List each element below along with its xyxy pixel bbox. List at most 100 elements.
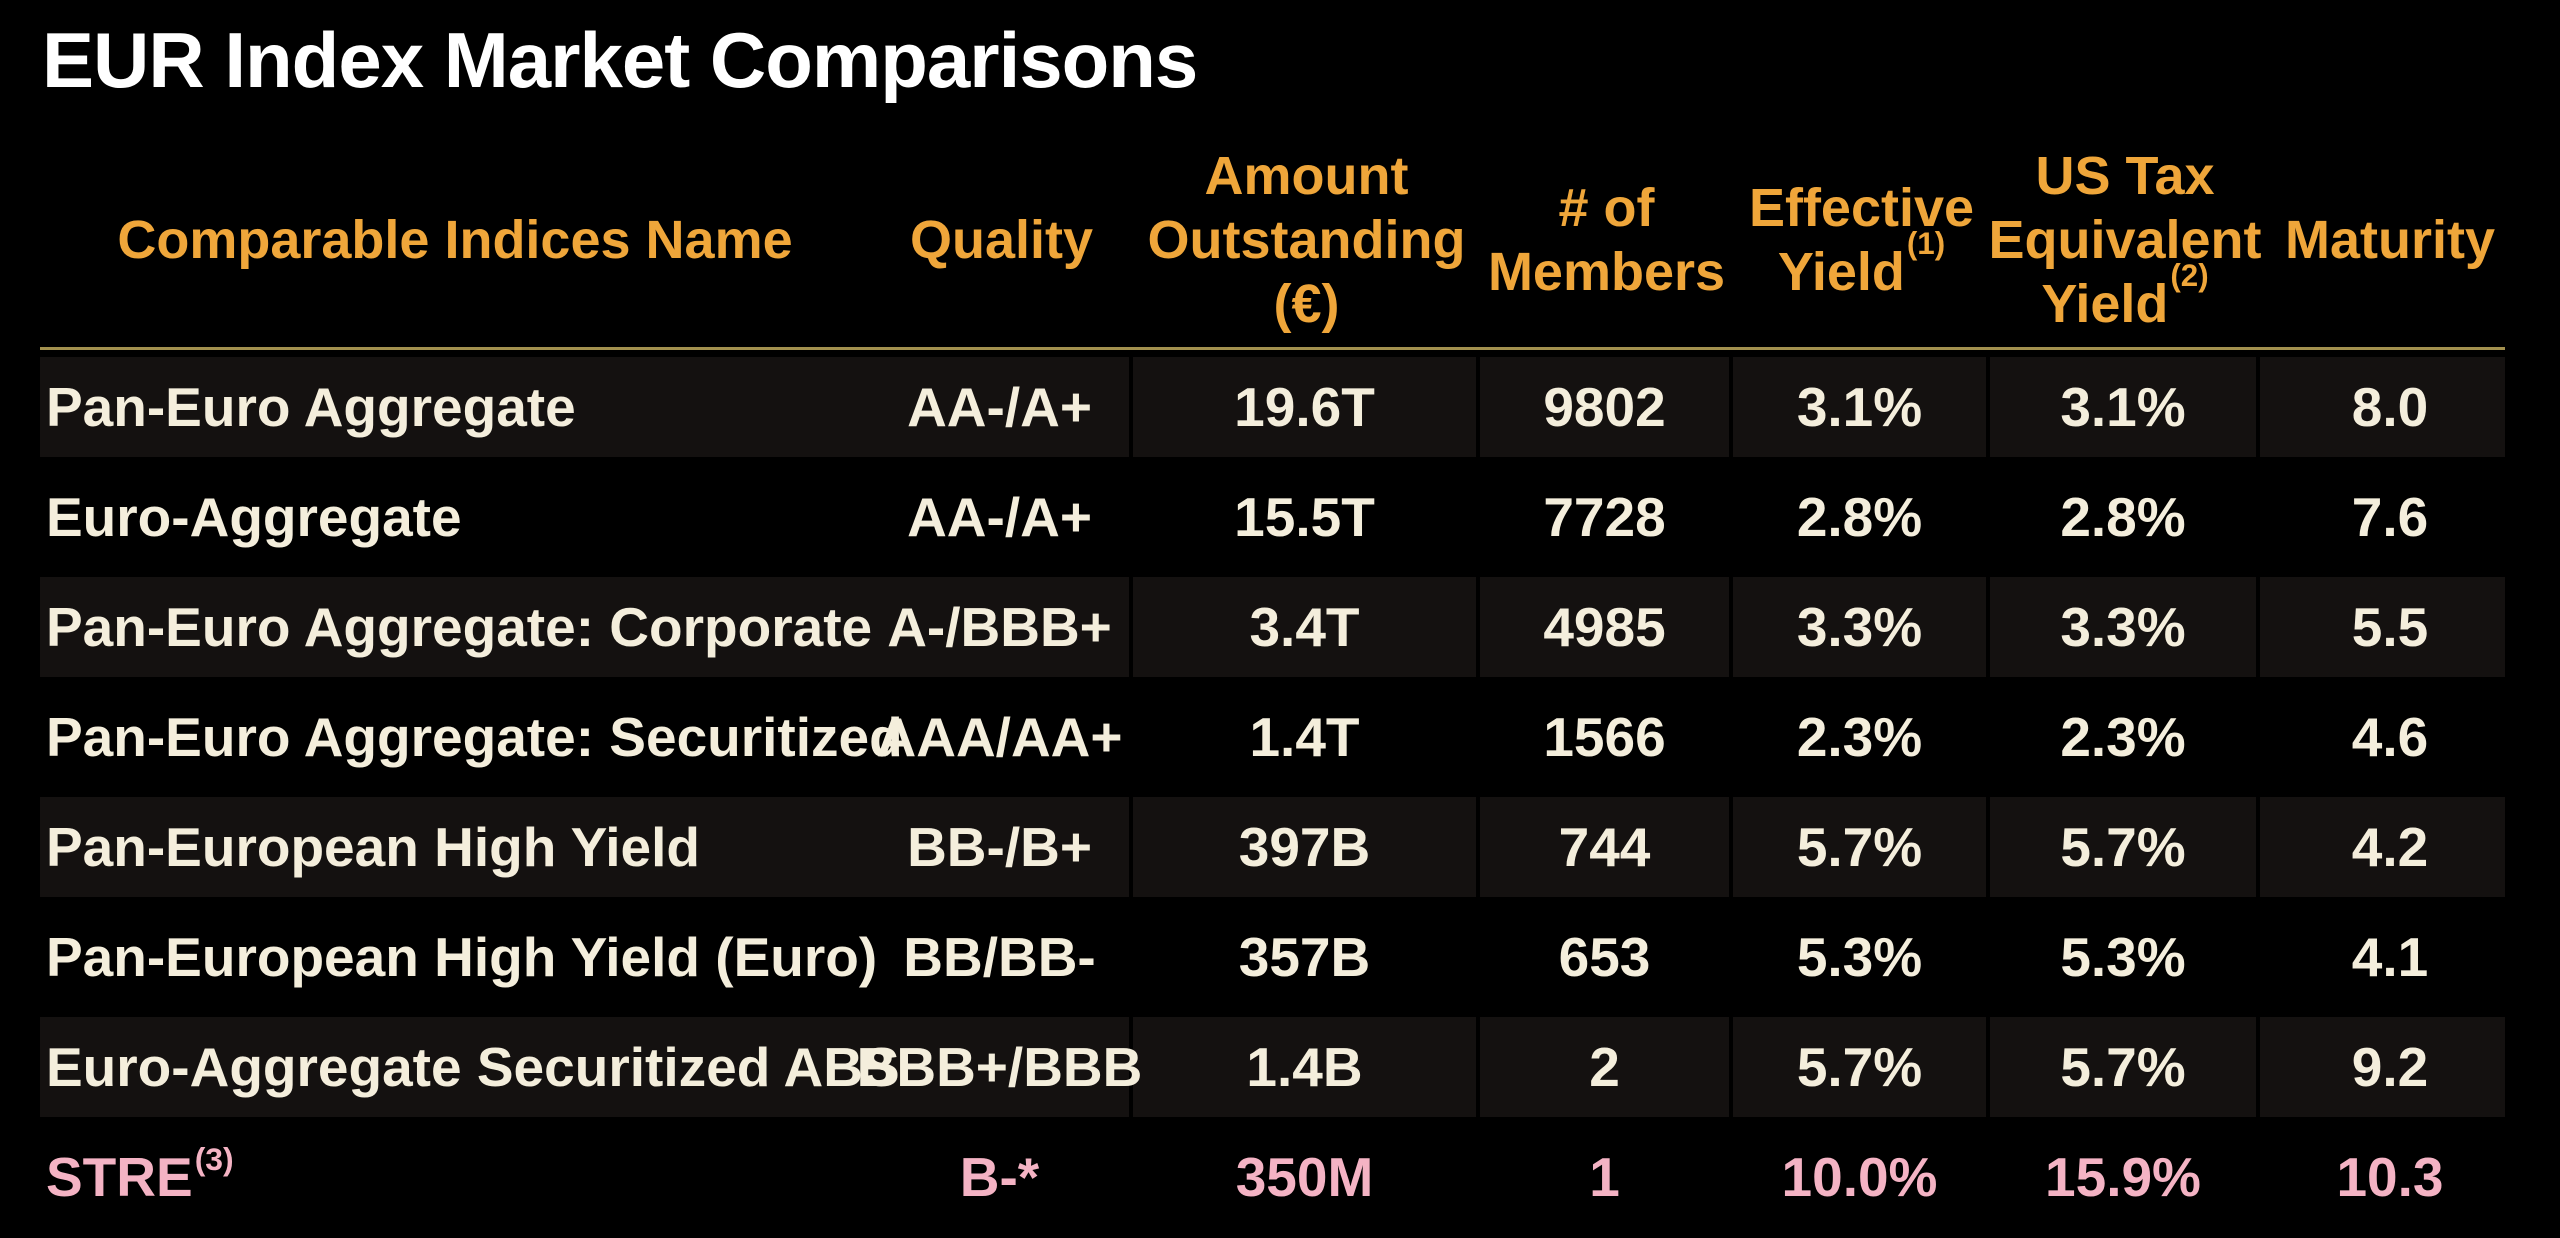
cell-value: 3.4T	[1249, 596, 1360, 658]
cell-value: A-/BBB+	[887, 596, 1112, 658]
cell-amount_outstanding: 350M	[1133, 1122, 1480, 1232]
cell-value: 5.7%	[1796, 816, 1923, 878]
cell-value: BB/BB-	[903, 926, 1096, 988]
page-title-text: EUR Index Market Comparisons	[42, 16, 1198, 104]
cell-value: 5.3%	[2060, 926, 2186, 988]
column-header-maturity: Maturity	[2260, 140, 2520, 340]
cell-amount_outstanding: 1.4T	[1133, 682, 1480, 792]
table-row: Pan-European High Yield BB-/B+ 397B 744 5.7%…	[40, 792, 2520, 902]
cell-value: 7.6	[2351, 486, 2429, 548]
column-header-text: Equivalent	[1988, 210, 2262, 270]
cell-maturity: 8.0	[2260, 352, 2520, 462]
table-row: Euro-Aggregate AA-/A+ 15.5T 7728 2.8% 2.8% 7.6	[40, 462, 2520, 572]
column-header-members: # of Members	[1480, 140, 1733, 340]
column-header-line: Yield(2)	[2041, 260, 2208, 336]
cell-name: Pan-European High Yield	[40, 792, 870, 902]
cell-value: 4.1	[2351, 926, 2429, 988]
column-header-text: US Tax	[2035, 146, 2215, 206]
column-header-effective_yield: Effective Yield(1)	[1733, 140, 1990, 340]
cell-maturity: 10.3	[2260, 1122, 2520, 1232]
cell-members: 1566	[1480, 682, 1733, 792]
column-header-line: Quality	[910, 208, 1093, 272]
cell-amount_outstanding: 19.6T	[1133, 352, 1480, 462]
column-header-line: Outstanding	[1148, 208, 1466, 272]
cell-amount_outstanding: 1.4B	[1133, 1012, 1480, 1122]
cell-effective_yield: 10.0%	[1733, 1122, 1990, 1232]
cell-us_tax_equivalent_yield: 3.1%	[1990, 352, 2260, 462]
cell-value: 9802	[1543, 376, 1666, 438]
cell-amount_outstanding: 15.5T	[1133, 462, 1480, 572]
cell-maturity: 4.2	[2260, 792, 2520, 902]
cell-us_tax_equivalent_yield: 5.3%	[1990, 902, 2260, 1012]
cell-value: 1	[1589, 1146, 1620, 1208]
cell-quality: BB/BB-	[870, 902, 1133, 1012]
column-header-text: Maturity	[2284, 210, 2495, 270]
cell-us_tax_equivalent_yield: 5.7%	[1990, 1012, 2260, 1122]
cell-value: Pan-Euro Aggregate: Corporate	[46, 596, 873, 658]
cell-value: 5.7%	[2060, 816, 2186, 878]
row-stripe-band	[40, 797, 2505, 897]
column-header-line: # of	[1558, 176, 1654, 240]
cell-value: 19.6T	[1234, 376, 1375, 438]
cell-value: Euro-Aggregate Securitized ABS	[46, 1036, 900, 1098]
cell-quality: BB-/B+	[870, 792, 1133, 902]
cell-value: 10.0%	[1781, 1146, 1938, 1208]
cell-quality: AA-/A+	[870, 462, 1133, 572]
cell-value: 7728	[1543, 486, 1666, 548]
cell-quality: AAA/AA+	[870, 682, 1133, 792]
cell-value: 5.5	[2351, 596, 2429, 658]
cell-value: 4.2	[2351, 816, 2429, 878]
column-header-quality: Quality	[870, 140, 1133, 340]
cell-value: Pan-Euro Aggregate: Securitized	[46, 706, 903, 768]
cell-members: 9802	[1480, 352, 1733, 462]
cell-value: 4985	[1543, 596, 1666, 658]
cell-us_tax_equivalent_yield: 2.8%	[1990, 462, 2260, 572]
cell-members: 1	[1480, 1122, 1733, 1232]
row-stripe-band	[40, 1017, 2505, 1117]
cell-maturity: 5.5	[2260, 572, 2520, 682]
cell-us_tax_equivalent_yield: 2.3%	[1990, 682, 2260, 792]
cell-value: AA-/A+	[907, 376, 1092, 438]
column-header-name: Comparable Indices Name	[40, 140, 870, 340]
column-header-text: (€)	[1273, 274, 1340, 334]
column-header-line: (€)	[1274, 272, 1340, 336]
column-header-text: Yield	[1777, 242, 1905, 302]
cell-members: 653	[1480, 902, 1733, 1012]
cell-value: 5.3%	[1796, 926, 1923, 988]
cell-value: BBB+/BBB	[856, 1036, 1143, 1098]
cell-value: 397B	[1238, 816, 1371, 878]
cell-amount_outstanding: 3.4T	[1133, 572, 1480, 682]
column-header-line: Effective	[1749, 176, 1974, 240]
cell-amount_outstanding: 357B	[1133, 902, 1480, 1012]
column-header-line: Members	[1488, 240, 1725, 304]
cell-effective_yield: 3.1%	[1733, 352, 1990, 462]
cell-us_tax_equivalent_yield: 15.9%	[1990, 1122, 2260, 1232]
cell-value: 357B	[1238, 926, 1371, 988]
column-header-text: Effective	[1748, 178, 1975, 238]
cell-quality: AA-/A+	[870, 352, 1133, 462]
cell-value: 2.8%	[2060, 486, 2186, 548]
cell-maturity: 9.2	[2260, 1012, 2520, 1122]
cell-value: Euro-Aggregate	[46, 486, 462, 548]
cell-value: 10.3	[2336, 1146, 2444, 1208]
cell-value: 744	[1558, 816, 1651, 878]
cell-quality: B-*	[870, 1122, 1133, 1232]
cell-effective_yield: 2.8%	[1733, 462, 1990, 572]
table-row: STRE (3) B-* 350M 1 10.0% 15.9% 10.3	[40, 1122, 2520, 1232]
column-header-line: Maturity	[2285, 208, 2495, 272]
cell-name: Euro-Aggregate	[40, 462, 870, 572]
cell-value: 350M	[1235, 1146, 1374, 1208]
cell-quality: A-/BBB+	[870, 572, 1133, 682]
column-header-text: # of	[1558, 178, 1655, 238]
cell-value: AA-/A+	[907, 486, 1092, 548]
cell-value: BB-/B+	[907, 816, 1092, 878]
cell-name: Pan-Euro Aggregate	[40, 352, 870, 462]
cell-quality: BBB+/BBB	[857, 1012, 1142, 1122]
cell-value: Pan-European High Yield	[46, 816, 700, 878]
column-header-text: Members	[1487, 242, 1726, 302]
cell-value: 3.1%	[1796, 376, 1923, 438]
cell-effective_yield: 2.3%	[1733, 682, 1990, 792]
column-header-text: Yield	[2041, 274, 2169, 334]
cell-value: 3.1%	[2060, 376, 2186, 438]
